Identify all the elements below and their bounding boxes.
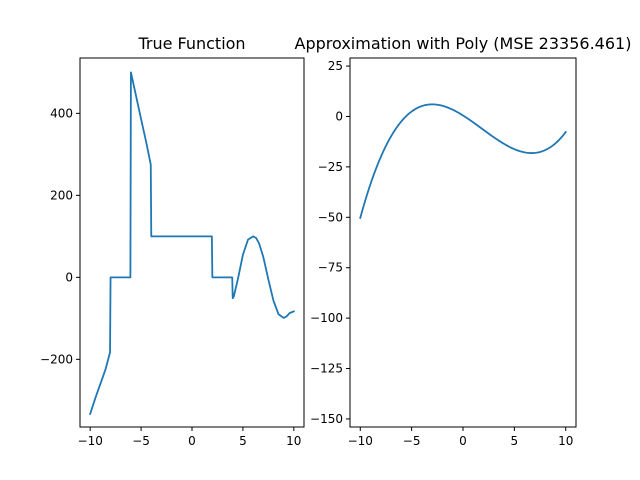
left-ytick-label: 400 — [50, 106, 73, 120]
left-xtick-label: −10 — [78, 434, 103, 448]
right-chart-title: Approximation with Poly (MSE 23356.461) — [295, 34, 632, 53]
right-xtick-label: 5 — [511, 434, 519, 448]
right-ytick-label: −50 — [318, 210, 343, 224]
left-xtick-label: 5 — [239, 434, 247, 448]
right-ytick-label: −75 — [318, 261, 343, 275]
left-axes-frame — [79, 57, 305, 428]
right-xtick-label: 0 — [459, 434, 467, 448]
left-axes: True Function −10 −5 0 5 10 −200 0 200 400 — [40, 34, 305, 448]
right-ytick-label: −100 — [310, 311, 343, 325]
left-xtick-label: 10 — [286, 434, 301, 448]
left-ytick-label: 0 — [65, 270, 73, 284]
right-series-line — [359, 103, 567, 219]
left-chart-title: True Function — [137, 34, 245, 53]
right-axes: Approximation with Poly (MSE 23356.461) … — [295, 34, 632, 448]
left-series-line — [89, 71, 295, 416]
right-axes-frame — [349, 57, 577, 428]
left-ytick-label: 200 — [50, 188, 73, 202]
right-xtick-label: −10 — [348, 434, 373, 448]
right-ytick-label: −150 — [310, 412, 343, 426]
right-ytick-label: 0 — [335, 109, 343, 123]
left-xtick-label: 0 — [188, 434, 196, 448]
right-ytick-label: −125 — [310, 362, 343, 376]
right-xtick-label: −5 — [403, 434, 421, 448]
left-xtick-label: −5 — [132, 434, 150, 448]
right-ytick-label: 25 — [328, 59, 343, 73]
left-ytick-label: −200 — [40, 352, 73, 366]
right-ytick-label: −25 — [318, 160, 343, 174]
left-ticks: −10 −5 0 5 10 −200 0 200 400 — [40, 106, 301, 448]
right-xtick-label: 10 — [558, 434, 573, 448]
